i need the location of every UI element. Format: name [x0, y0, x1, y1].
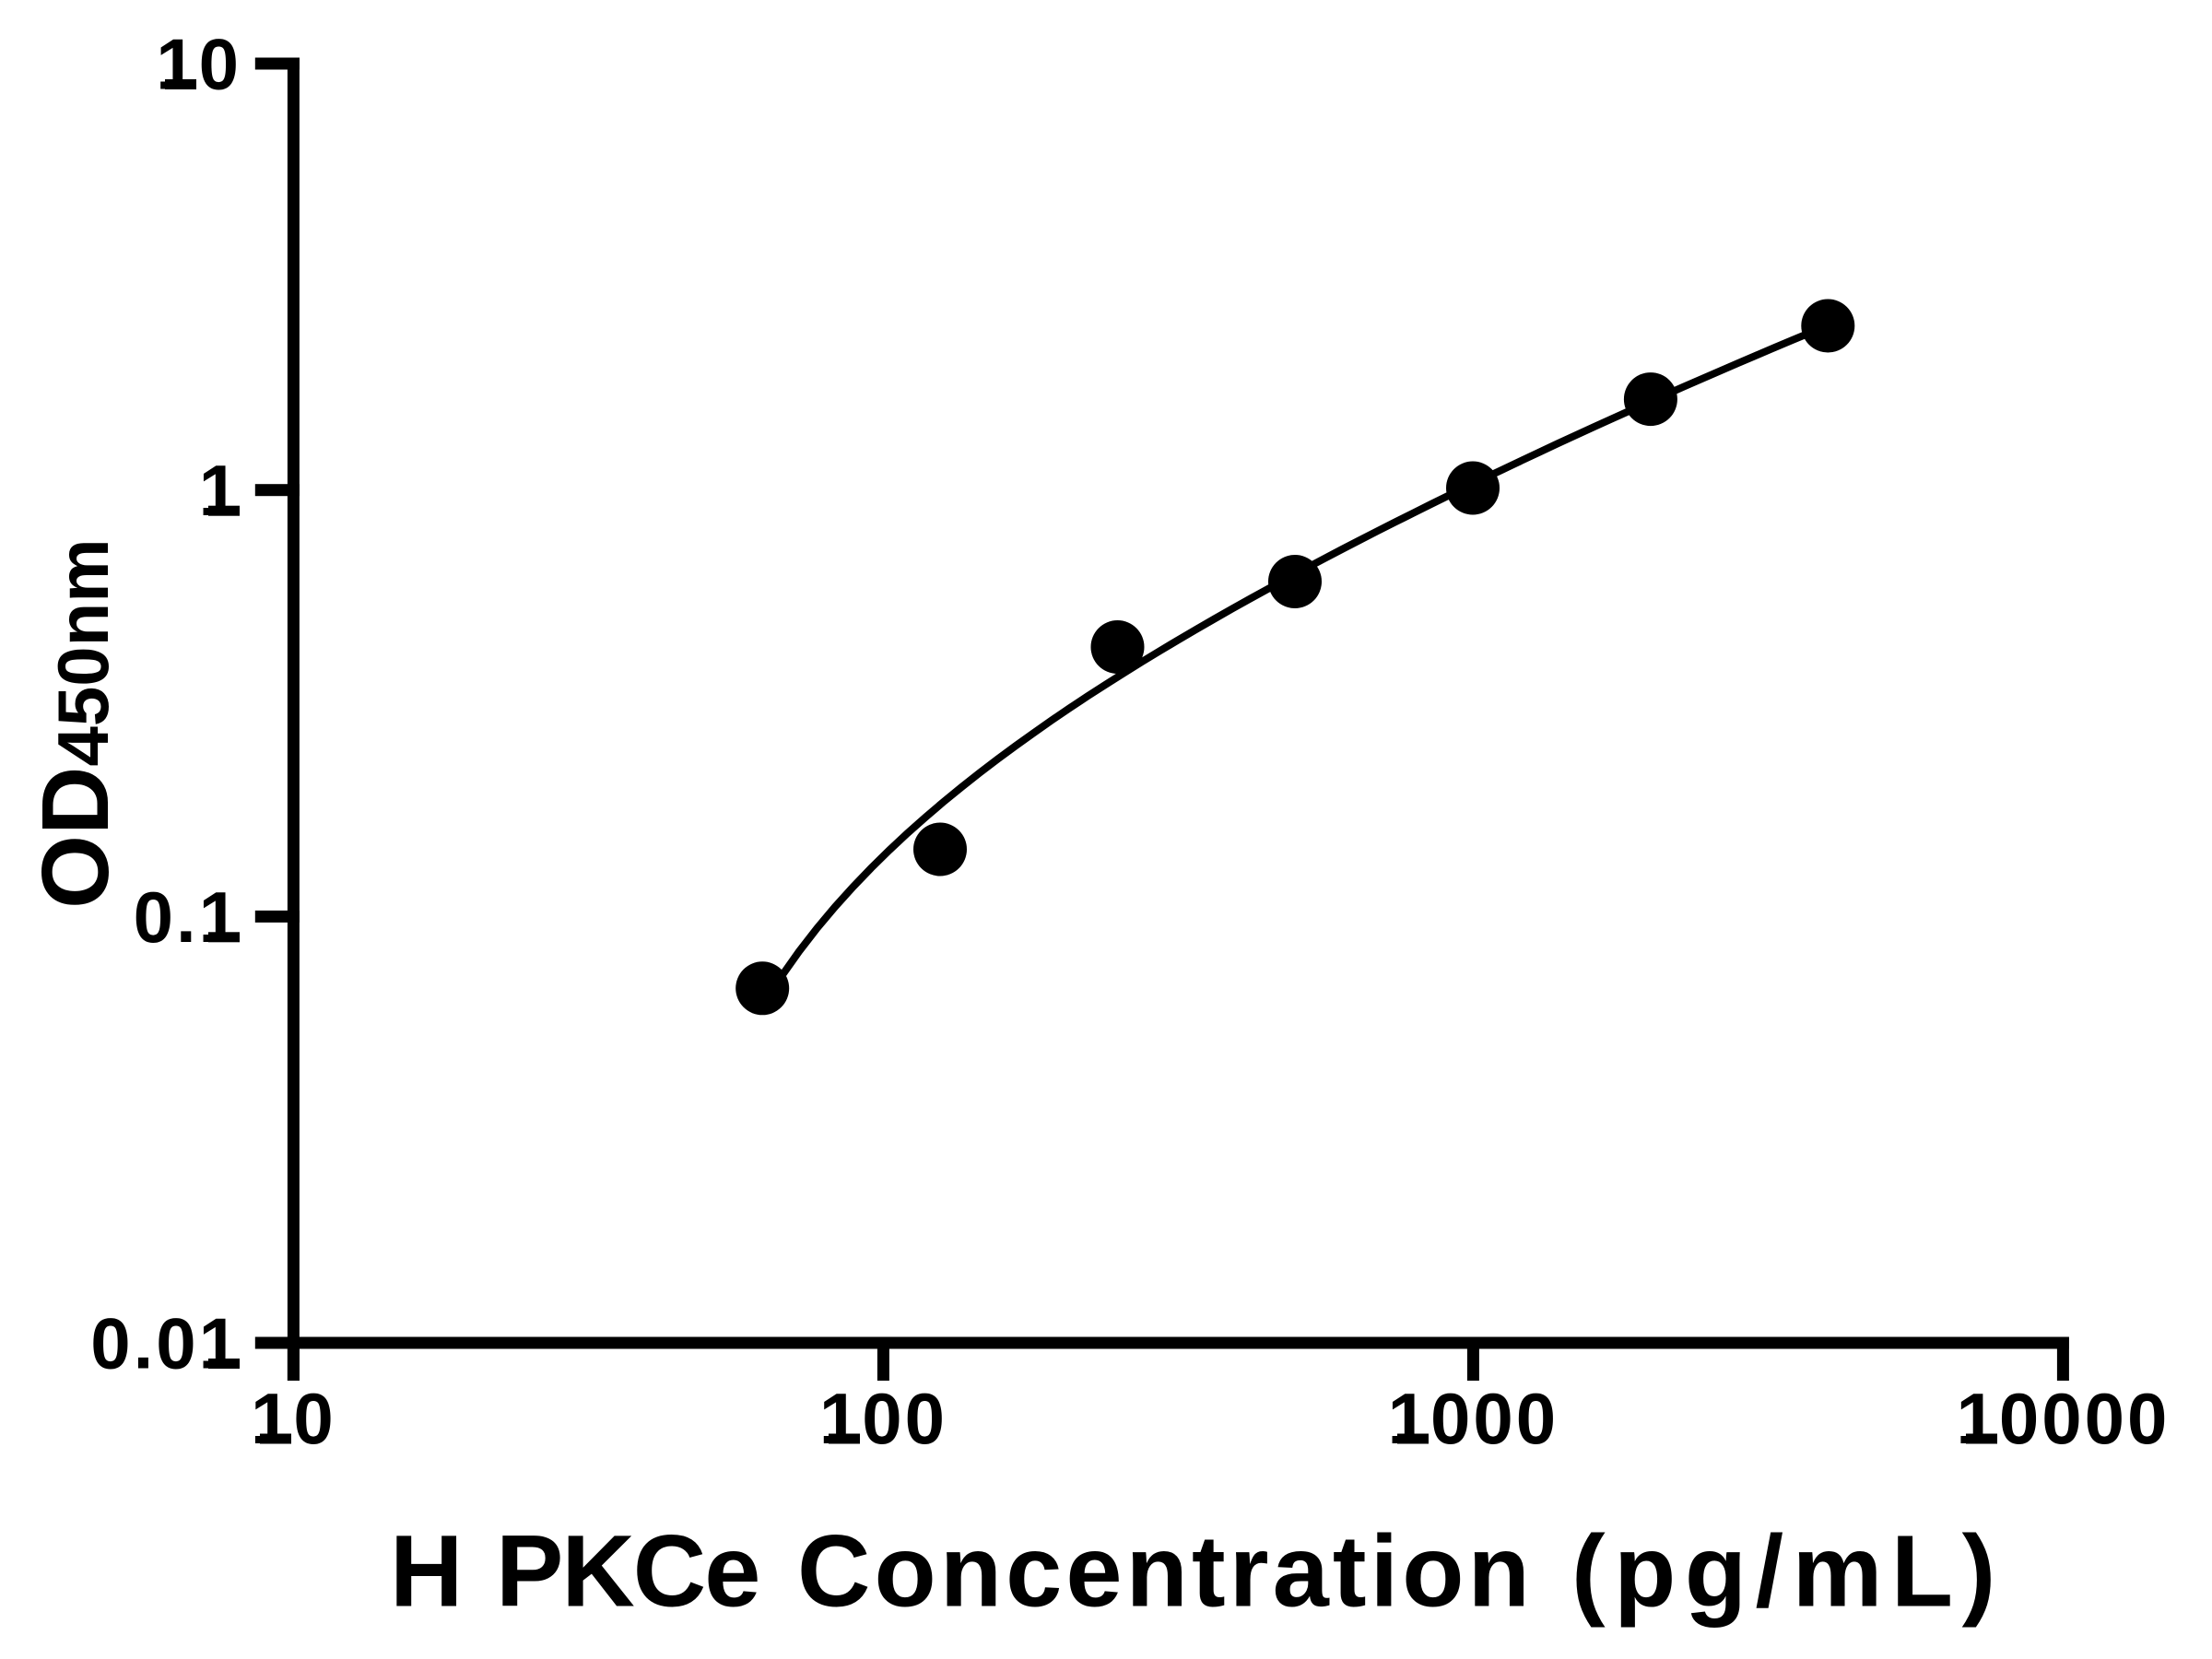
- svg-text:10: 10: [156, 24, 241, 105]
- svg-text:Concentration: Concentration: [797, 1515, 1534, 1629]
- svg-text:H: H: [390, 1515, 463, 1629]
- svg-text:10000: 10000: [1956, 1378, 2170, 1459]
- svg-text:(pg/mL): (pg/mL): [1571, 1515, 2005, 1629]
- svg-text:OD450nm: OD450nm: [22, 538, 128, 909]
- svg-text:1000: 1000: [1388, 1378, 1559, 1459]
- svg-text:PKCe: PKCe: [496, 1515, 759, 1629]
- svg-text:1: 1: [199, 450, 241, 531]
- svg-text:0.01: 0.01: [90, 1303, 241, 1384]
- svg-text:0.1: 0.1: [134, 877, 241, 958]
- svg-text:100: 100: [819, 1378, 947, 1459]
- svg-text:10: 10: [251, 1378, 336, 1459]
